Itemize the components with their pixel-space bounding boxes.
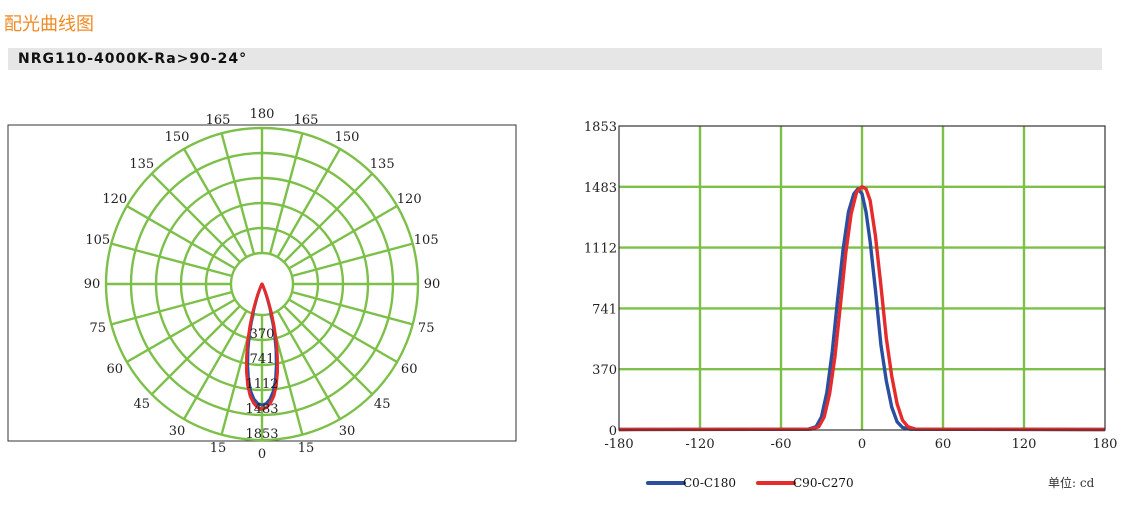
cart-y-tick: 1112 (584, 242, 617, 257)
legend: C0-C180 C90-C270 (646, 476, 854, 490)
polar-curve-c90-c270 (245, 282, 279, 411)
polar-angle-label: 120 (102, 192, 127, 207)
cart-y-tick: 1853 (584, 120, 617, 135)
cart-x-tick: 120 (1012, 437, 1037, 452)
cartesian-labels: -180 -120 -60 0 60 120 180 0 370 741 1112 1483 1853 (584, 120, 1118, 452)
cart-x-tick: -180 (604, 437, 633, 452)
polar-angle-label: 0 (258, 447, 266, 462)
polar-angle-label: 150 (165, 130, 190, 145)
polar-radial-tick: 1112 (245, 377, 278, 392)
polar-spoke (150, 305, 241, 396)
polar-spoke (268, 132, 304, 255)
polar-ring (129, 151, 395, 417)
cart-x-tick: 0 (858, 437, 866, 452)
polar-angle-label: 105 (85, 233, 110, 248)
polar-angle-label: 30 (339, 424, 356, 439)
polar-radial-tick: 741 (250, 352, 275, 367)
polar-spoke (283, 172, 374, 263)
polar-angle-label: 30 (169, 424, 186, 439)
polar-spoke (110, 290, 233, 326)
polar-spoke (288, 298, 398, 364)
model-name: NRG110-4000K-Ra>90-24° (18, 51, 248, 67)
polar-curves (245, 282, 279, 411)
cart-x-tick: 60 (935, 437, 952, 452)
polar-spoke (276, 148, 342, 258)
polar-angle-label: 135 (370, 157, 395, 172)
legend-label-c90-c270: C90-C270 (793, 476, 854, 490)
legend-label-c0-c180: C0-C180 (683, 476, 736, 490)
polar-spoke (276, 310, 342, 420)
section-title: 配光曲线图 (4, 14, 94, 35)
polar-ring (204, 226, 320, 342)
cartesian-curves (618, 185, 1106, 432)
polar-angle-label: 75 (418, 321, 435, 336)
polar-spoke (220, 132, 256, 255)
polar-ring (179, 201, 345, 367)
polar-spoke (291, 290, 414, 326)
polar-ring (104, 126, 420, 442)
polar-spoke (288, 204, 398, 270)
cart-x-tick: -120 (685, 437, 714, 452)
polar-spoke (126, 204, 236, 270)
polar-angle-label: 60 (401, 362, 418, 377)
polar-angle-label: 165 (206, 113, 231, 128)
polar-grid (104, 126, 420, 442)
polar-angle-label: 135 (129, 157, 154, 172)
cartesian-plot-frame (618, 125, 1106, 431)
polar-angle-label: 90 (84, 277, 101, 292)
polar-spoke (291, 242, 414, 278)
cart-y-tick: 0 (609, 424, 617, 439)
polar-radial-tick: 1853 (245, 427, 278, 442)
polar-angle-label: 180 (250, 107, 275, 122)
cart-y-tick: 370 (592, 363, 617, 378)
cart-x-tick: 180 (1093, 437, 1118, 452)
cart-y-tick: 1483 (584, 181, 617, 196)
cart-curve-c90-c270 (618, 185, 1106, 432)
polar-angle-label: 120 (397, 192, 422, 207)
cart-x-tick: -60 (771, 437, 792, 452)
polar-angle-label: 45 (374, 397, 391, 412)
polar-spoke (182, 148, 248, 258)
polar-labels: 0 15 30 45 60 75 90 105 120 135 150 165 180 15 30 45 60 7… (84, 107, 441, 462)
polar-spoke (150, 172, 241, 263)
polar-angle-label: 45 (134, 397, 151, 412)
unit-label: 单位: cd (1048, 475, 1095, 490)
polar-spoke (126, 298, 236, 364)
polar-angle-label: 60 (107, 362, 124, 377)
polar-spoke (182, 310, 248, 420)
polar-angle-label: 15 (210, 441, 227, 456)
polar-angle-label: 90 (424, 277, 441, 292)
polar-angle-label: 150 (335, 130, 360, 145)
polar-angle-label: 15 (298, 441, 315, 456)
polar-radial-tick: 370 (250, 327, 275, 342)
cart-curve-c0-c180 (618, 187, 1106, 432)
polar-ring (154, 176, 370, 392)
polar-radial-tick: 1483 (245, 402, 278, 417)
polar-spoke (110, 242, 233, 278)
cartesian-grid (619, 126, 1105, 430)
model-bar: NRG110-4000K-Ra>90-24° (8, 48, 1102, 70)
polar-angle-label: 165 (294, 113, 319, 128)
polar-spoke (283, 305, 374, 396)
polar-angle-label: 75 (90, 321, 107, 336)
cart-y-tick: 741 (592, 302, 617, 317)
polar-ring (229, 251, 295, 317)
polar-angle-label: 105 (414, 233, 439, 248)
